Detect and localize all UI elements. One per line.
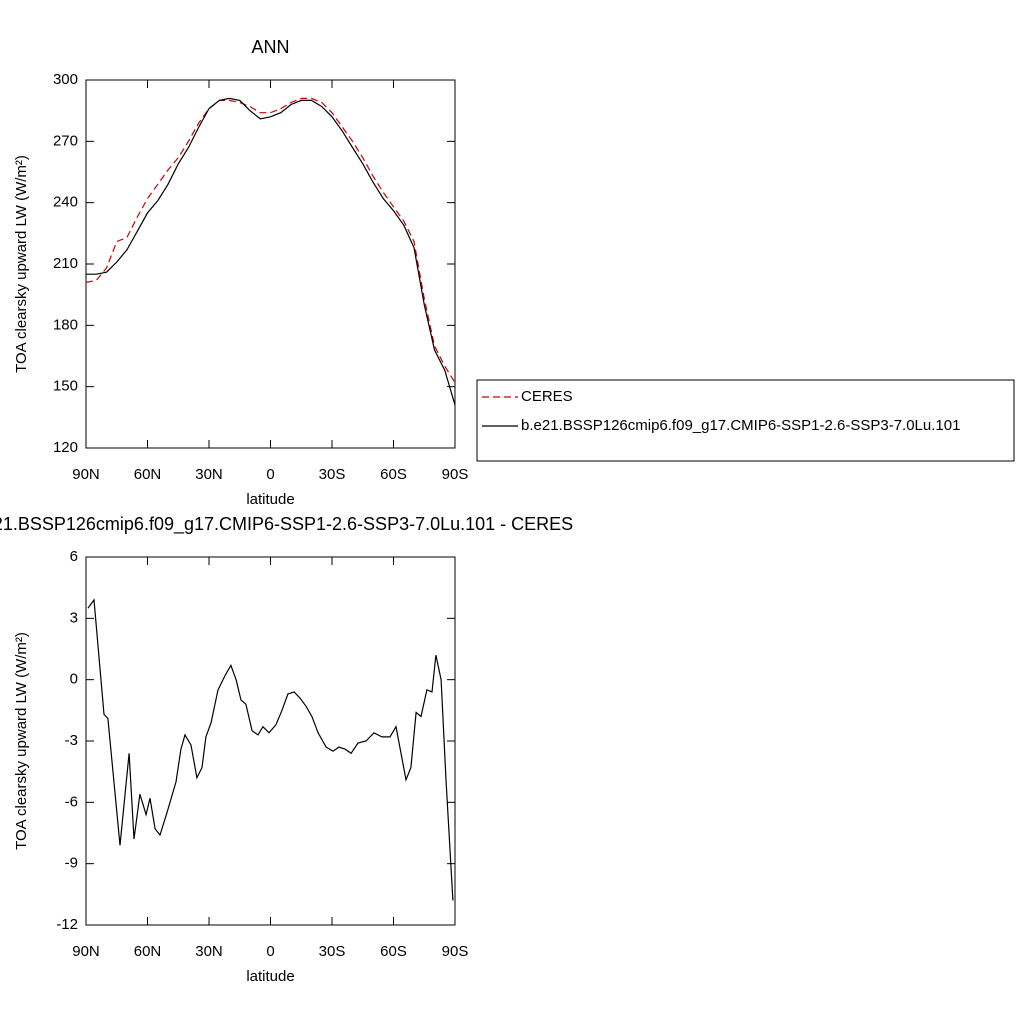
y-axis-label: TOA clearsky upward LW (W/m²)	[13, 632, 30, 850]
y-tick-label: -12	[56, 916, 78, 933]
x-tick-label: 60S	[380, 943, 407, 960]
x-axis-label: latitude	[246, 968, 294, 985]
x-tick-label: 30S	[319, 943, 346, 960]
y-tick-label: 3	[70, 609, 78, 626]
y-tick-label: 270	[53, 132, 78, 149]
y-tick-label: 180	[53, 316, 78, 333]
x-tick-label: 90S	[442, 466, 469, 483]
data-line	[87, 598, 454, 901]
x-tick-label: 60N	[134, 466, 162, 483]
y-axis-label: TOA clearsky upward LW (W/m²)	[13, 155, 30, 373]
y-tick-label: 210	[53, 255, 78, 272]
y-tick-label: -3	[65, 732, 78, 749]
x-tick-label: 90S	[442, 943, 469, 960]
data-line	[85, 97, 456, 383]
plot-frame	[85, 556, 456, 926]
x-tick-label: 0	[266, 943, 274, 960]
x-tick-label: 60N	[134, 943, 162, 960]
legend-box	[476, 379, 1015, 462]
x-axis-label: latitude	[246, 491, 294, 508]
x-tick-label: 90N	[72, 943, 100, 960]
y-tick-label: 6	[70, 548, 78, 565]
y-tick-label: 240	[53, 194, 78, 211]
x-tick-label: 90N	[72, 466, 100, 483]
y-tick-label: -9	[65, 855, 78, 872]
chart-title: b.e21.BSSP126cmip6.f09_g17.CMIP6-SSP1-2.…	[0, 514, 573, 535]
chart-title: ANN	[251, 37, 289, 57]
plot-frame	[85, 79, 456, 449]
y-tick-label: 120	[53, 439, 78, 456]
legend-label: b.e21.BSSP126cmip6.f09_g17.CMIP6-SSP1-2.…	[521, 417, 960, 434]
y-tick-label: 150	[53, 378, 78, 395]
x-tick-label: 0	[266, 466, 274, 483]
data-line	[86, 97, 456, 406]
y-tick-label: -6	[65, 793, 78, 810]
x-tick-label: 30N	[195, 943, 223, 960]
y-tick-label: 300	[53, 71, 78, 88]
x-tick-label: 30S	[319, 466, 346, 483]
y-tick-label: 0	[70, 671, 78, 688]
legend-label: CERES	[521, 388, 573, 405]
x-tick-label: 60S	[380, 466, 407, 483]
x-tick-label: 30N	[195, 466, 223, 483]
